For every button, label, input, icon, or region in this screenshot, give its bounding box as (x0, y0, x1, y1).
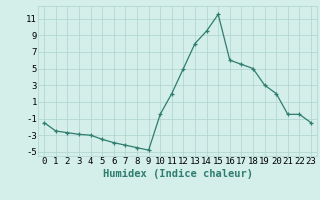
X-axis label: Humidex (Indice chaleur): Humidex (Indice chaleur) (103, 169, 252, 179)
